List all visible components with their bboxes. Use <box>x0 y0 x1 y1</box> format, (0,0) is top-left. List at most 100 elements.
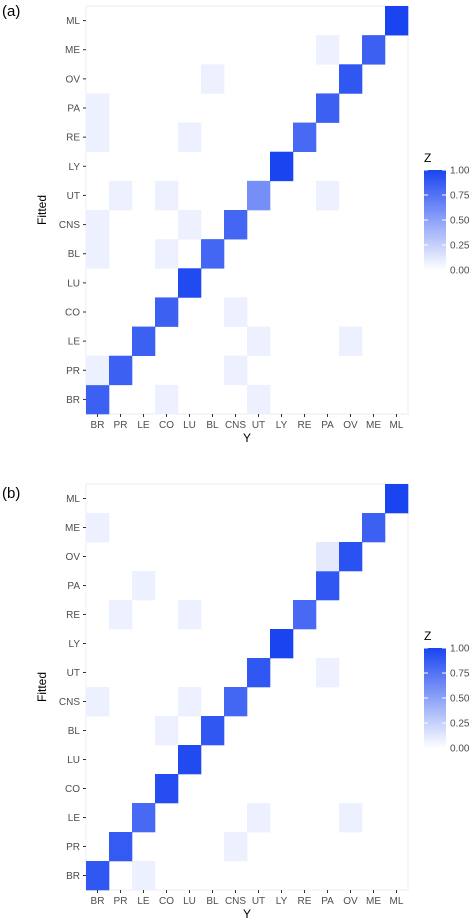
legend-colorbar <box>424 648 446 748</box>
x-tick-label: BR <box>91 896 105 907</box>
heatmap-cell <box>86 210 110 240</box>
heatmap-cell <box>155 297 179 327</box>
heatmap-cell <box>339 542 363 572</box>
y-tick-label: UT <box>67 668 80 679</box>
heatmap-cell <box>270 629 294 659</box>
heatmap-cell <box>362 513 386 543</box>
x-tick-label: RE <box>298 896 312 907</box>
heatmap-cell <box>155 239 179 269</box>
y-tick-label: OV <box>66 74 81 85</box>
x-tick-label: ME <box>366 420 381 431</box>
y-tick-label: ME <box>65 45 80 56</box>
legend-tick-label: 0.75 <box>450 191 470 202</box>
heatmap-cell <box>316 93 340 123</box>
legend-tick-label: 0.50 <box>450 216 470 227</box>
legend-tick-label: 0.25 <box>450 241 470 252</box>
y-tick-label: ML <box>66 494 80 505</box>
y-tick-label: CO <box>65 784 80 795</box>
x-tick-label: BR <box>91 420 105 431</box>
x-tick-label: OV <box>343 896 358 907</box>
heatmap-cell <box>178 600 202 630</box>
heatmap-cell <box>224 297 248 327</box>
x-tick-label: PA <box>321 420 334 431</box>
x-tick-label: LU <box>183 420 196 431</box>
x-tick-label: RE <box>298 420 312 431</box>
legend-tick-label: 0.00 <box>450 744 470 755</box>
heatmap-cell <box>316 658 340 688</box>
x-tick-label: UT <box>252 420 265 431</box>
legend-tick-label: 1.00 <box>450 644 470 655</box>
panel-label: (b) <box>2 485 20 502</box>
legend-colorbar <box>424 170 446 270</box>
panel-label: (a) <box>2 3 20 20</box>
x-tick-label: CO <box>159 896 174 907</box>
heatmap-cell <box>86 687 110 717</box>
heatmap-cell <box>178 210 202 240</box>
heatmap-cell <box>86 861 110 891</box>
x-tick-label: LE <box>137 420 150 431</box>
x-tick-label: ML <box>390 420 404 431</box>
heatmap-cell <box>339 803 363 833</box>
heatmap-cell <box>178 687 202 717</box>
heatmap-cell <box>293 122 317 153</box>
heatmap-cell <box>385 6 409 36</box>
heatmap-cell <box>362 35 386 65</box>
y-axis-title: Fitted <box>35 195 49 225</box>
heatmap-cell <box>178 268 202 298</box>
heatmap-cell <box>109 832 133 862</box>
y-tick-label: LU <box>67 755 80 766</box>
heatmap-cell <box>178 745 202 775</box>
heatmap-cell <box>247 180 271 211</box>
legend-tick-label: 0.75 <box>450 669 470 680</box>
heatmap-cell <box>247 384 271 415</box>
x-tick-label: LY <box>276 420 288 431</box>
heatmap-cell <box>132 861 156 891</box>
heatmap-cell <box>270 151 294 182</box>
x-tick-label: ME <box>366 896 381 907</box>
legend-tick-label: 1.00 <box>450 166 470 177</box>
x-tick-label: LU <box>183 896 196 907</box>
y-tick-label: CO <box>65 308 80 319</box>
y-tick-label: LY <box>69 162 81 173</box>
x-tick-label: PR <box>114 896 128 907</box>
x-tick-label: BL <box>206 420 219 431</box>
legend-title: Z <box>424 629 431 643</box>
y-tick-label: LE <box>68 813 81 824</box>
y-tick-label: OV <box>66 552 81 563</box>
y-tick-label: PA <box>67 581 80 592</box>
heatmap-cell <box>132 803 156 833</box>
x-tick-label: PA <box>321 896 334 907</box>
y-tick-label: RE <box>66 610 80 621</box>
heatmap-cell <box>247 326 271 357</box>
x-tick-label: CNS <box>225 896 246 907</box>
x-tick-label: BL <box>206 896 219 907</box>
heatmap-panel-a: (a) BR PR LE CO LU BL CNS UT LY RE PA OV ME ML BR PR LE CO… <box>2 3 470 445</box>
y-tick-label: BR <box>66 871 80 882</box>
heatmap-cell <box>339 64 363 94</box>
x-tick-label: PR <box>114 420 128 431</box>
heatmap-cell <box>86 93 110 123</box>
heatmap-cell <box>155 180 179 211</box>
heatmap-cell <box>385 484 409 514</box>
x-tick-label: OV <box>343 420 358 431</box>
legend-title: Z <box>424 151 431 165</box>
x-axis-title: Y <box>243 431 251 445</box>
heatmap-cell <box>86 239 110 269</box>
y-tick-label: BL <box>68 726 81 737</box>
heatmap-cell <box>224 832 248 862</box>
heatmap-cell <box>155 384 179 415</box>
y-tick-label: PA <box>67 104 80 115</box>
heatmap-cell <box>201 716 225 746</box>
heatmap-cell <box>201 239 225 269</box>
y-tick-label: RE <box>66 133 80 144</box>
heatmap-cell <box>247 803 271 833</box>
y-tick-label: LE <box>68 337 81 348</box>
legend-tick-label: 0.00 <box>450 266 470 277</box>
heatmap-cell <box>86 122 110 153</box>
heatmap-cell <box>201 64 225 94</box>
heatmap-cell <box>86 513 110 543</box>
legend-tick-label: 0.50 <box>450 694 470 705</box>
y-tick-label: LY <box>69 639 81 650</box>
x-tick-label: UT <box>252 896 265 907</box>
y-tick-label: ML <box>66 16 80 27</box>
